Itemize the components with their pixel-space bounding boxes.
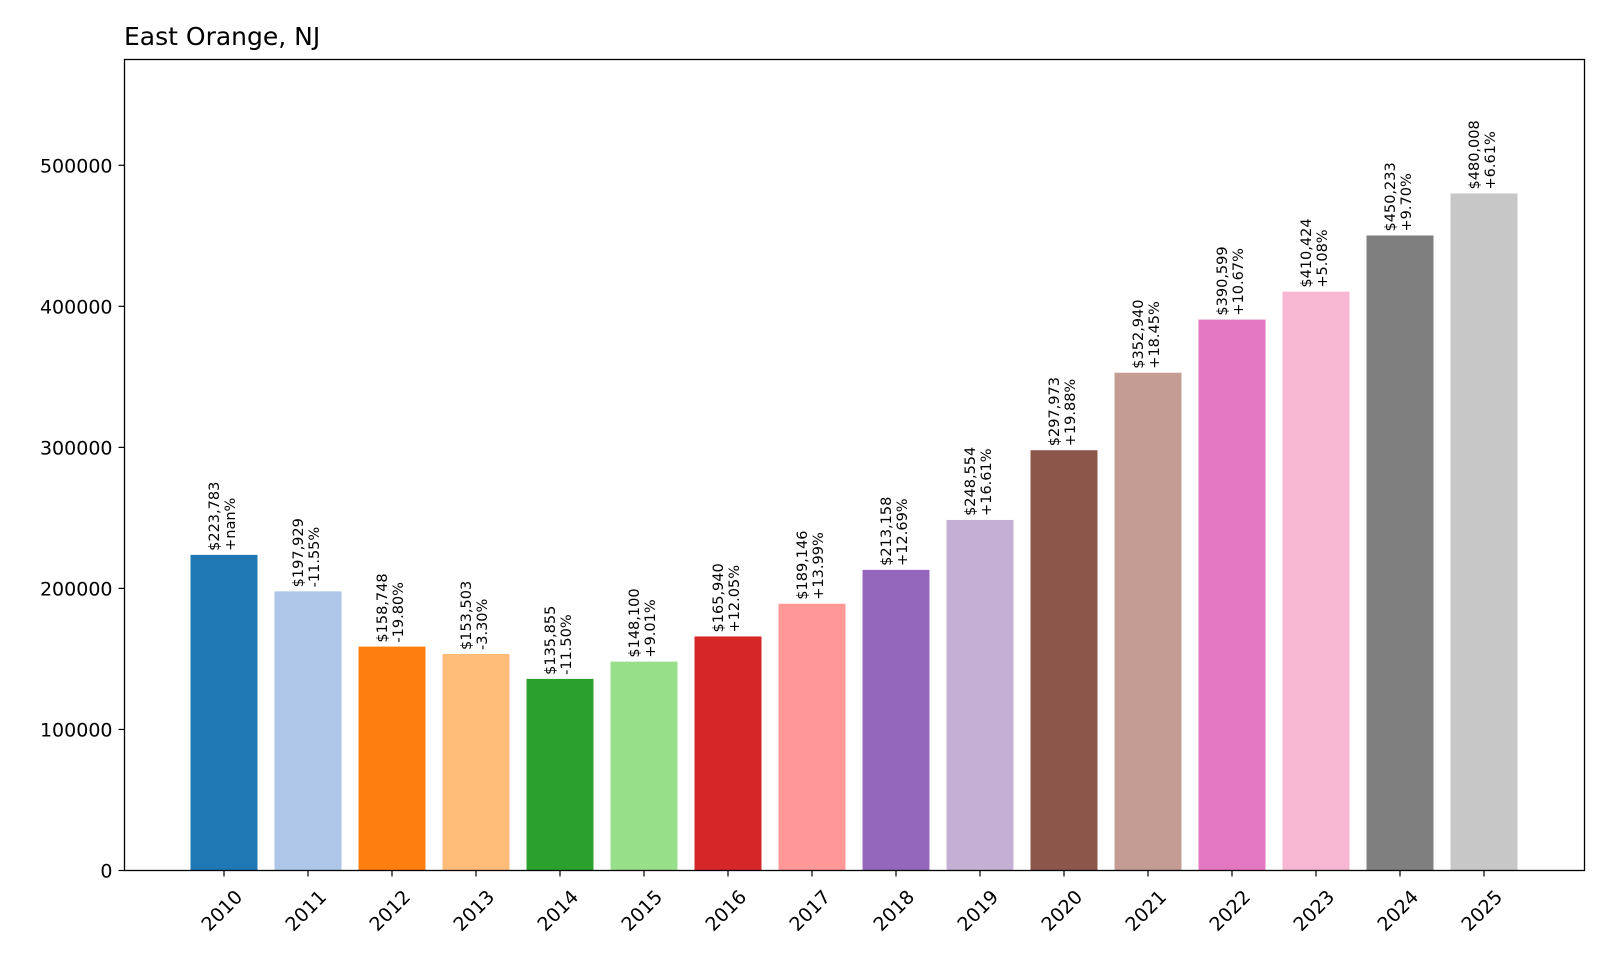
bar-change-label: +9.01% [643,599,659,657]
bar-label-2022: $390,599+10.67% [1215,246,1247,315]
bar-label-2018: $213,158+12.69% [879,497,911,566]
x-tick-label-2014: 2014 [533,886,583,936]
bar-label-2014: $135,855-11.50% [543,606,575,675]
y-tick-label: 500000 [40,155,113,177]
x-axis: 2010 2011 2012 2013 2014 2015 2016 2017 2018 2019… [197,870,1507,936]
bar-label-2025: $480,008+6.61% [1467,120,1499,189]
y-tick-label: 200000 [40,578,113,600]
bar-change-label: +18.45% [1147,301,1163,368]
bar-2024 [1366,235,1434,871]
bar-label-2010: $223,783+nan% [207,482,239,551]
bar-value-label: $450,233 [1383,162,1399,231]
bar-2022 [1198,319,1266,871]
bar-value-label: $480,008 [1467,120,1483,189]
bar-value-label: $189,146 [795,531,811,600]
x-tick-label-2015: 2015 [617,886,667,936]
bar-label-2019: $248,554+16.61% [963,447,995,516]
bar-2013 [442,653,510,871]
bar-value-label: $213,158 [879,497,895,566]
plot-frame [123,58,1586,872]
bar-change-label: +6.61% [1483,131,1499,189]
bar-2019 [946,519,1014,871]
bar-change-label: +10.67% [1231,248,1247,315]
bar-2020 [1030,450,1098,871]
bar-2011 [274,591,342,871]
y-tick-label: 100000 [40,719,113,741]
x-tick-label-2011: 2011 [281,886,331,936]
x-tick-label-2018: 2018 [869,886,919,936]
x-tick-label-2024: 2024 [1373,886,1423,936]
bar-value-label: $148,100 [627,588,643,657]
x-tick-label-2016: 2016 [701,886,751,936]
bar-value-label: $153,503 [459,581,475,650]
bar-label-2016: $165,940+12.05% [711,563,743,632]
bar-change-label: -19.80% [391,582,407,643]
x-tick-label-2020: 2020 [1037,886,1087,936]
bar-change-label: -11.50% [559,614,575,675]
bar-value-label: $248,554 [963,447,979,516]
bar-value-label: $352,940 [1131,300,1147,369]
bar-label-2011: $197,929-11.55% [291,518,323,587]
bar-2017 [778,603,846,871]
y-tick-label: 0 [100,861,112,883]
bar-change-label: -3.30% [475,599,491,650]
bar-2012 [358,646,426,871]
bar-label-2012: $158,748-19.80% [375,573,407,642]
bar-value-label: $135,855 [543,606,559,675]
bar-label-2013: $153,503-3.30% [459,581,491,650]
bar-change-label: +19.88% [1063,379,1079,446]
bar-value-label: $165,940 [711,563,727,632]
bar-2015 [610,661,678,871]
bar-value-label: $223,783 [207,482,223,551]
bar-2023 [1282,291,1350,871]
bar-labels-layer: $223,783+nan% $197,929-11.55% $158,748-19.… [207,120,1499,675]
x-tick-label-2019: 2019 [953,886,1003,936]
bar-label-2021: $352,940+18.45% [1131,300,1163,369]
bar-change-label: +12.05% [727,565,743,632]
bar-label-2017: $189,146+13.99% [795,531,827,600]
bar-label-2023: $410,424+5.08% [1299,218,1331,287]
bar-value-label: $410,424 [1299,218,1315,287]
bar-2025 [1450,193,1518,871]
x-tick-label-2013: 2013 [449,886,499,936]
bar-label-2024: $450,233+9.70% [1383,162,1415,231]
x-tick-label-2010: 2010 [197,886,247,936]
bar-change-label: +12.69% [895,498,911,565]
bar-value-label: $390,599 [1215,246,1231,315]
bars-layer [190,193,1518,871]
bar-2021 [1114,372,1182,871]
x-tick-label-2012: 2012 [365,886,415,936]
bar-change-label: +16.61% [979,448,995,515]
bar-value-label: $158,748 [375,573,391,642]
y-tick-label: 400000 [40,296,113,318]
x-tick-label-2017: 2017 [785,886,835,936]
bar-change-label: -11.55% [307,527,323,588]
bar-change-label: +nan% [223,498,239,551]
y-axis: 0 100000 200000 300000 400000 500000 [40,155,125,883]
bar-value-label: $297,973 [1047,377,1063,446]
bar-2016 [694,636,762,871]
bar-change-label: +9.70% [1399,173,1415,231]
bar-2018 [862,569,930,871]
x-tick-label-2025: 2025 [1457,886,1507,936]
chart-title: East Orange, NJ [124,22,320,51]
bar-2014 [526,678,594,871]
x-tick-label-2021: 2021 [1121,886,1171,936]
bar-change-label: +13.99% [811,532,827,599]
bar-label-2015: $148,100+9.01% [627,588,659,657]
bar-change-label: +5.08% [1315,229,1331,287]
bar-value-label: $197,929 [291,518,307,587]
x-tick-label-2023: 2023 [1289,886,1339,936]
y-tick-label: 300000 [40,437,113,459]
bar-2010 [190,554,258,871]
bar-label-2020: $297,973+19.88% [1047,377,1079,446]
x-tick-label-2022: 2022 [1205,886,1255,936]
